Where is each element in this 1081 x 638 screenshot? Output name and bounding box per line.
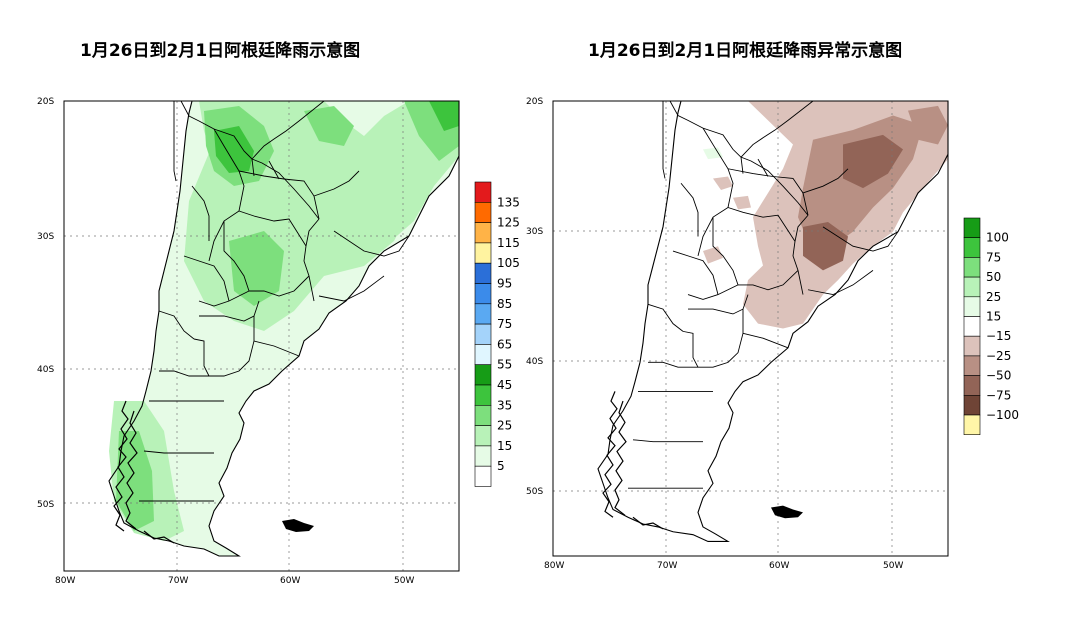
map2-gridlines (553, 101, 948, 556)
map2-colorbar-swatch (963, 316, 981, 337)
map1-colorbar-swatch (474, 303, 492, 325)
map1-lat-tick: 20S (37, 97, 54, 107)
map1-lon-tick: 60W (280, 576, 300, 586)
map2-colorbar-swatch (963, 355, 981, 376)
map2-lon-tick: 70W (657, 561, 677, 571)
map1-colorbar: 135 125 115 105 95 85 75 65 55 45 35 25 15 5 (474, 181, 520, 487)
map1-colorbar-label: 135 (497, 195, 520, 209)
map1-lon-tick: 70W (168, 576, 188, 586)
map1-colorbar-label: 65 (497, 337, 512, 351)
map2-lon-tick: 50W (883, 561, 903, 571)
map2-colorbar-swatch (963, 237, 981, 258)
map1-colorbar-swatch (474, 242, 492, 264)
map2-colorbar-swatch (963, 414, 981, 436)
map2-title: 1月26日到2月1日阿根廷降雨异常示意图 (588, 41, 903, 61)
map1-colorbar-label: 45 (497, 378, 512, 392)
map1-lon-tick: 80W (55, 576, 75, 586)
map1-colorbar-label: 115 (497, 236, 520, 250)
map1-colorbar-swatch (474, 445, 492, 467)
map2-lat-tick: 50S (526, 487, 543, 497)
map2-colorbar: 100 75 50 25 15 −15 −25 −50 −75 −100 (963, 217, 1019, 436)
map1-colorbar-label: 15 (497, 439, 512, 453)
map2: 20S 30S 40S 50S 80W 70W 60W 50W (526, 97, 949, 571)
map2-anomaly-shading (703, 101, 948, 329)
map1-colorbar-label: 85 (497, 297, 512, 311)
map2-colorbar-label: −50 (986, 369, 1011, 383)
map2-colorbar-swatch (963, 335, 981, 357)
map1-colorbar-swatch (474, 283, 492, 305)
map1-axis-ticks: 20S 30S 40S 50S 80W 70W 60W 50W (37, 97, 414, 586)
map2-colorbar-swatch (963, 276, 981, 298)
map2-colorbar-swatch (963, 395, 981, 416)
map1-colorbar-swatch (474, 262, 492, 284)
map2-colorbar-label: −15 (986, 329, 1011, 343)
map1-colorbar-label: 55 (497, 358, 512, 372)
map2-lon-tick: 80W (544, 561, 564, 571)
map1-precip-shading (109, 101, 459, 556)
map1-colorbar-label: 25 (497, 419, 512, 433)
map2-lat-tick: 30S (526, 227, 543, 237)
map1-colorbar-label: 125 (497, 216, 520, 230)
map1-colorbar-swatch (474, 181, 492, 203)
map2-lon-tick: 60W (769, 561, 789, 571)
map2-colorbar-label: 50 (986, 270, 1001, 284)
map1-lat-tick: 30S (37, 232, 54, 242)
map2-colorbar-swatch (963, 257, 981, 278)
map2-colorbar-swatch (963, 375, 981, 396)
map1-colorbar-label: 105 (497, 256, 520, 270)
map1-colorbar-swatch (474, 405, 492, 426)
map1-lat-tick: 40S (37, 365, 54, 375)
map1-colorbar-swatch (474, 465, 492, 487)
map2-colorbar-label: 15 (986, 310, 1001, 324)
map2-colorbar-swatch (963, 217, 981, 239)
map2-colorbar-label: −100 (986, 408, 1019, 422)
map1-colorbar-swatch (474, 364, 492, 386)
map1-colorbar-label: 95 (497, 277, 512, 291)
map2-colorbar-label: −75 (986, 388, 1011, 402)
map1-colorbar-swatch (474, 323, 492, 345)
map1-colorbar-label: 5 (497, 459, 505, 473)
map2-colorbar-label: −25 (986, 349, 1011, 363)
map1-colorbar-label: 75 (497, 317, 512, 331)
map1-colorbar-swatch (474, 425, 492, 447)
map2-colorbar-label: 100 (986, 231, 1009, 245)
map2-axis-ticks: 20S 30S 40S 50S 80W 70W 60W 50W (526, 97, 903, 571)
map2-colorbar-label: 75 (986, 250, 1001, 264)
map1-lat-tick: 50S (37, 500, 54, 510)
map1-colorbar-label: 35 (497, 398, 512, 412)
map1-lon-tick: 50W (394, 576, 414, 586)
map1-colorbar-swatch (474, 222, 492, 244)
map1-colorbar-swatch (474, 344, 492, 365)
map2-colorbar-swatch (963, 296, 981, 317)
map1-colorbar-swatch (474, 384, 492, 406)
map2-lat-tick: 40S (526, 357, 543, 367)
map1-colorbar-swatch (474, 201, 492, 223)
map2-lat-tick: 20S (526, 97, 543, 107)
map1-title: 1月26日到2月1日阿根廷降雨示意图 (80, 41, 361, 61)
map1: 20S 30S 40S 50S 80W 70W 60W 50W (37, 97, 460, 586)
map2-colorbar-label: 25 (986, 290, 1001, 304)
